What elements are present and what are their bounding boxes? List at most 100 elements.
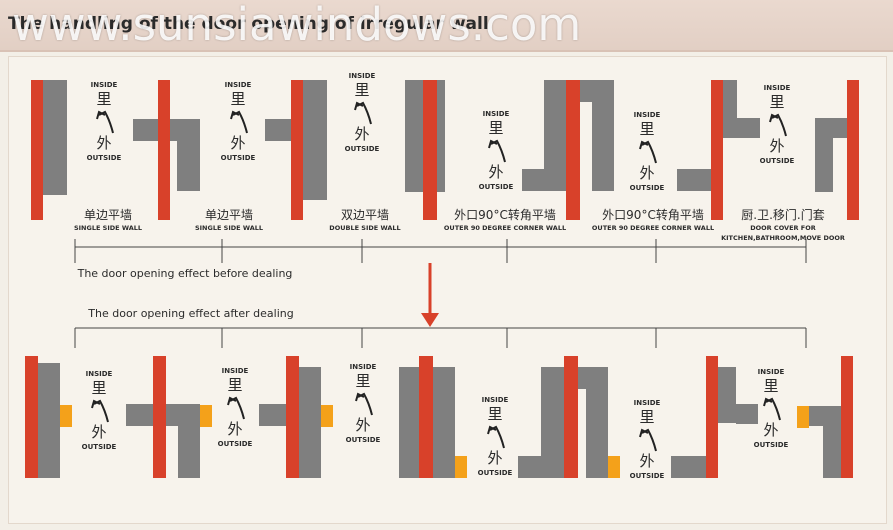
outside-cn-label: 外 [230, 134, 245, 152]
door-frame [841, 356, 853, 478]
wall-block [303, 80, 327, 200]
wall-block [823, 426, 841, 478]
wall-type-cn-label: 外口90°C转角平墙 [454, 207, 556, 222]
wall-block [166, 404, 200, 426]
wall-block [133, 119, 158, 141]
wall-block [38, 363, 60, 478]
arrowhead-icon [639, 428, 649, 438]
inside-label: INSIDE [86, 370, 113, 378]
door-swing-arrow-icon [765, 397, 781, 421]
outside-cn-label: 外 [96, 134, 111, 152]
door-swing-arrow-icon [98, 110, 114, 134]
door-cover-trim [321, 405, 333, 427]
door-frame [566, 80, 580, 220]
outside-label: OUTSIDE [345, 145, 380, 153]
door-cover-trim [797, 406, 809, 428]
door-swing-arrow-icon [641, 428, 657, 452]
door-frame [25, 356, 38, 478]
outside-label: OUTSIDE [478, 469, 513, 477]
inside-cn-label: 里 [354, 81, 369, 99]
door-frame [291, 80, 303, 220]
outside-cn-label: 外 [354, 125, 369, 143]
outside-cn-label: 外 [639, 164, 654, 182]
wall-block [177, 141, 200, 191]
arrowhead-icon [488, 139, 498, 149]
wall-block [43, 80, 67, 195]
wall-block [259, 404, 286, 426]
door-swing-arrow-icon [229, 396, 245, 420]
inside-label: INSIDE [758, 368, 785, 376]
inside-cn-label: 里 [91, 379, 106, 397]
wall-block [437, 80, 445, 192]
outside-cn-label: 外 [639, 452, 654, 470]
door-swing-arrow-icon [641, 140, 657, 164]
wall-type-cn-label: 单边平墙 [84, 208, 132, 222]
wall-type-cn-label: 双边平墙 [341, 208, 389, 222]
inside-label: INSIDE [482, 396, 509, 404]
outside-label: OUTSIDE [479, 183, 514, 191]
caption-before: The door opening effect before dealing [77, 267, 293, 280]
door-swing-arrow-icon [490, 139, 506, 163]
door-frame [419, 356, 433, 478]
inside-label: INSIDE [222, 367, 249, 375]
door-swing-arrow-icon [489, 425, 505, 449]
door-frame [31, 80, 43, 220]
wall-type-cn-label: 厨.卫.移门.门套 [741, 207, 824, 222]
wall-block [737, 118, 760, 138]
door-frame [153, 356, 166, 478]
outside-label: OUTSIDE [760, 157, 795, 165]
outside-cn-label: 外 [488, 163, 503, 181]
wall-block [592, 80, 614, 191]
outside-label: OUTSIDE [82, 443, 117, 451]
title-bar: The handling of the door opening of irre… [0, 0, 893, 52]
wall-block [723, 80, 737, 138]
inside-cn-label: 里 [227, 376, 242, 394]
wall-block [405, 80, 423, 192]
arrowhead-icon [763, 397, 773, 407]
wall-block [586, 367, 608, 478]
door-swing-arrow-icon [232, 110, 248, 134]
arrowhead-icon [96, 110, 106, 120]
door-cover-trim [60, 405, 72, 427]
inside-cn-label: 里 [487, 405, 502, 423]
wall-type-cn-label: 外口90°C转角平墙 [602, 207, 704, 222]
outside-cn-label: 外 [487, 449, 502, 467]
arrowhead-icon [769, 113, 779, 123]
wall-block [718, 367, 736, 423]
wall-block [265, 119, 291, 141]
door-frame [423, 80, 437, 220]
wall-type-cn-label: 单边平墙 [205, 208, 253, 222]
inside-cn-label: 里 [96, 90, 111, 108]
wall-block [671, 456, 706, 478]
wall-block [399, 367, 419, 478]
door-swing-arrow-icon [93, 399, 109, 423]
page-title: The handling of the door opening of irre… [8, 14, 489, 34]
inside-label: INSIDE [634, 111, 661, 119]
outside-cn-label: 外 [227, 420, 242, 438]
wall-block [541, 367, 564, 478]
wall-type-en-label: KITCHEN,BATHROOM,MOVE DOOR [721, 234, 845, 242]
inside-label: INSIDE [91, 81, 118, 89]
arrowhead-icon [639, 140, 649, 150]
wall-block [677, 169, 711, 191]
outside-cn-label: 外 [769, 137, 784, 155]
door-frame [564, 356, 578, 478]
arrowhead-icon [355, 392, 365, 402]
door-frame [706, 356, 718, 478]
door-frame [847, 80, 859, 220]
inside-cn-label: 里 [763, 377, 778, 395]
door-cover-trim [608, 456, 620, 478]
outside-label: OUTSIDE [754, 441, 789, 449]
watermark: www.sunsiawindows.com [12, 0, 582, 51]
outside-label: OUTSIDE [87, 154, 122, 162]
wall-block [178, 426, 200, 478]
wall-block [170, 119, 200, 141]
arrowhead-icon [91, 399, 101, 409]
arrowhead-icon [487, 425, 497, 435]
door-frame [158, 80, 170, 220]
inside-label: INSIDE [225, 81, 252, 89]
inside-label: INSIDE [764, 84, 791, 92]
wall-block [815, 118, 847, 138]
wall-type-en-label: DOUBLE SIDE WALL [329, 224, 400, 232]
wall-block [126, 404, 153, 426]
